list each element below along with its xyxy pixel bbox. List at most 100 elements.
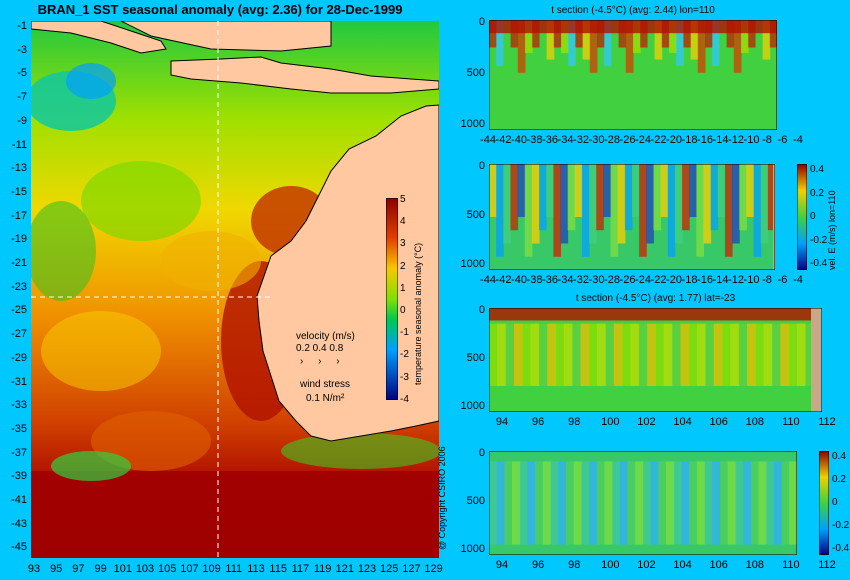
sumatra-land: [31, 21, 167, 54]
panel-x-tick: 110: [782, 416, 800, 428]
map-y-tick: -9: [17, 114, 27, 127]
panel-x-tick: -16: [697, 274, 713, 286]
panel-x-tick: -34: [557, 134, 574, 146]
panel-heatmap-t-lat: [489, 308, 822, 412]
main-title: BRAN_1 SST seasonal anomaly (avg: 2.36) …: [37, 2, 403, 17]
map-y-tick: -11: [11, 138, 27, 151]
map-x-tick: 101: [113, 563, 132, 575]
panel-x-tick: -22: [650, 274, 667, 286]
map-x-tick: 117: [291, 563, 310, 575]
map-x-tick: 105: [158, 563, 177, 575]
panel-x-tick: -6: [777, 274, 788, 286]
panel-title: t section (-4.5°C) (avg: 2.44) lon=110: [551, 5, 715, 16]
map-x-tick: 125: [380, 563, 399, 575]
panel-x-tick: -22: [650, 134, 667, 146]
panel-x-tick: -32: [573, 274, 589, 286]
panel-x-tick: -42: [495, 274, 512, 286]
borneo-land: [120, 21, 332, 52]
map-y-tick: -17: [11, 209, 27, 222]
panel-heatmap-t-lon: [489, 20, 777, 130]
map-colorbar-tick: 4: [400, 216, 406, 228]
map-y-tick: -23: [11, 280, 27, 293]
panel-x-tick: -8: [762, 274, 772, 286]
panel-colorbar-tick: 0: [810, 211, 816, 222]
map-colorbar-tick: -2: [400, 349, 409, 361]
map-y-tick: -5: [17, 67, 27, 80]
panel-x-tick: -44: [480, 134, 496, 146]
map-y-tick: -43: [11, 517, 27, 530]
panel-x-tick: -8: [762, 134, 772, 146]
map-x-tick: 107: [180, 563, 199, 575]
map-y-tick: -15: [11, 185, 27, 198]
map-x-tick: 103: [135, 563, 155, 575]
panel-x-tick: -4: [793, 274, 803, 286]
map-y-tick: -1: [17, 20, 27, 32]
map-colorbar-tick: -1: [400, 327, 409, 339]
panel-heatmap-u-lat: [489, 451, 797, 555]
panel-colorbar-tick: 0: [832, 497, 838, 508]
panel-y-tick: 500: [466, 67, 485, 79]
panel-colorbar-tick: 0.4: [832, 451, 846, 462]
panel-x-tick: -20: [666, 134, 682, 146]
map-colorbar-tick: 0: [400, 305, 406, 316]
panel-x-tick: 106: [709, 559, 728, 571]
panel-y-tick: 500: [466, 495, 485, 507]
map-y-tick: -33: [11, 399, 27, 412]
panel-y-tick: 1000: [460, 258, 485, 270]
map-y-tick: -3: [17, 43, 27, 56]
panel-x-tick: 112: [818, 559, 836, 571]
map-colorbar-tick: 2: [400, 260, 406, 272]
map-y-tick: -39: [11, 470, 27, 483]
panel-x-tick: 94: [495, 416, 509, 428]
panel-x-tick: -42: [495, 134, 512, 146]
panel-x-tick: -24: [635, 274, 651, 286]
panel-colorbar-tick: -0.2: [810, 234, 828, 246]
panel-x-tick: 106: [709, 416, 728, 428]
panel-x-tick: -4: [793, 134, 803, 146]
panel-x-tick: -40: [511, 134, 527, 146]
panel-y-tick: 0: [478, 304, 485, 316]
map-x-tick: 121: [335, 563, 354, 575]
panel-y-tick: 1000: [460, 400, 485, 412]
map-colorbar-tick: 3: [400, 238, 406, 250]
panel-colorbar-tick: -0.4: [810, 258, 828, 269]
map-colorbar: [386, 198, 398, 400]
panel-y-tick: 0: [478, 447, 485, 459]
map-y-tick: -7: [17, 91, 27, 104]
panel-x-tick: 94: [495, 559, 509, 571]
map-y-tick: -29: [11, 351, 27, 364]
panel-x-tick: -34: [557, 274, 574, 286]
panel-colorbar: [797, 164, 807, 270]
panel-x-tick: -30: [588, 274, 605, 286]
map-x-tick: 129: [424, 563, 443, 575]
panel-x-tick: -38: [526, 274, 543, 286]
panel-x-tick: -18: [681, 134, 698, 146]
panel-y-tick: 500: [466, 209, 485, 221]
panel-x-tick: -36: [542, 274, 558, 286]
panel-y-tick: 0: [478, 160, 485, 172]
map-colorbar-label: temperature seasonal anomaly (°C): [413, 242, 423, 385]
map-y-tick: -21: [11, 257, 27, 269]
panel-x-tick: -14: [712, 274, 729, 286]
panel-x-tick: 108: [745, 416, 764, 428]
map-x-tick: 93: [27, 563, 41, 575]
panel-x-tick: 96: [531, 559, 545, 571]
wind-stress-label: wind stress: [300, 379, 351, 390]
map-y-tick: -31: [11, 375, 27, 388]
panel-x-tick: -24: [635, 134, 651, 146]
map-x-tick: 109: [202, 563, 221, 575]
panel-x-tick: 100: [601, 416, 620, 428]
panel-x-tick: 98: [568, 559, 581, 571]
map-x-tick: 97: [72, 563, 85, 575]
panel-colorbar: [819, 451, 829, 555]
panel-x-tick: -36: [542, 134, 558, 146]
copyright-text: @ Copyright CSIRO 2006: [437, 446, 447, 550]
map-colorbar-tick: 1: [400, 282, 406, 294]
velocity-arrows-icon: › › ›: [300, 356, 346, 367]
velocity-label: velocity (m/s): [296, 331, 355, 342]
panel-colorbar-tick: 0.2: [810, 187, 824, 199]
panel-x-tick: -30: [588, 134, 605, 146]
map-y-tick: -27: [11, 328, 27, 341]
panel-colorbar-label: vel. E (m/s) lon=110: [827, 190, 837, 270]
panel-colorbar-tick: -0.2: [832, 520, 850, 531]
